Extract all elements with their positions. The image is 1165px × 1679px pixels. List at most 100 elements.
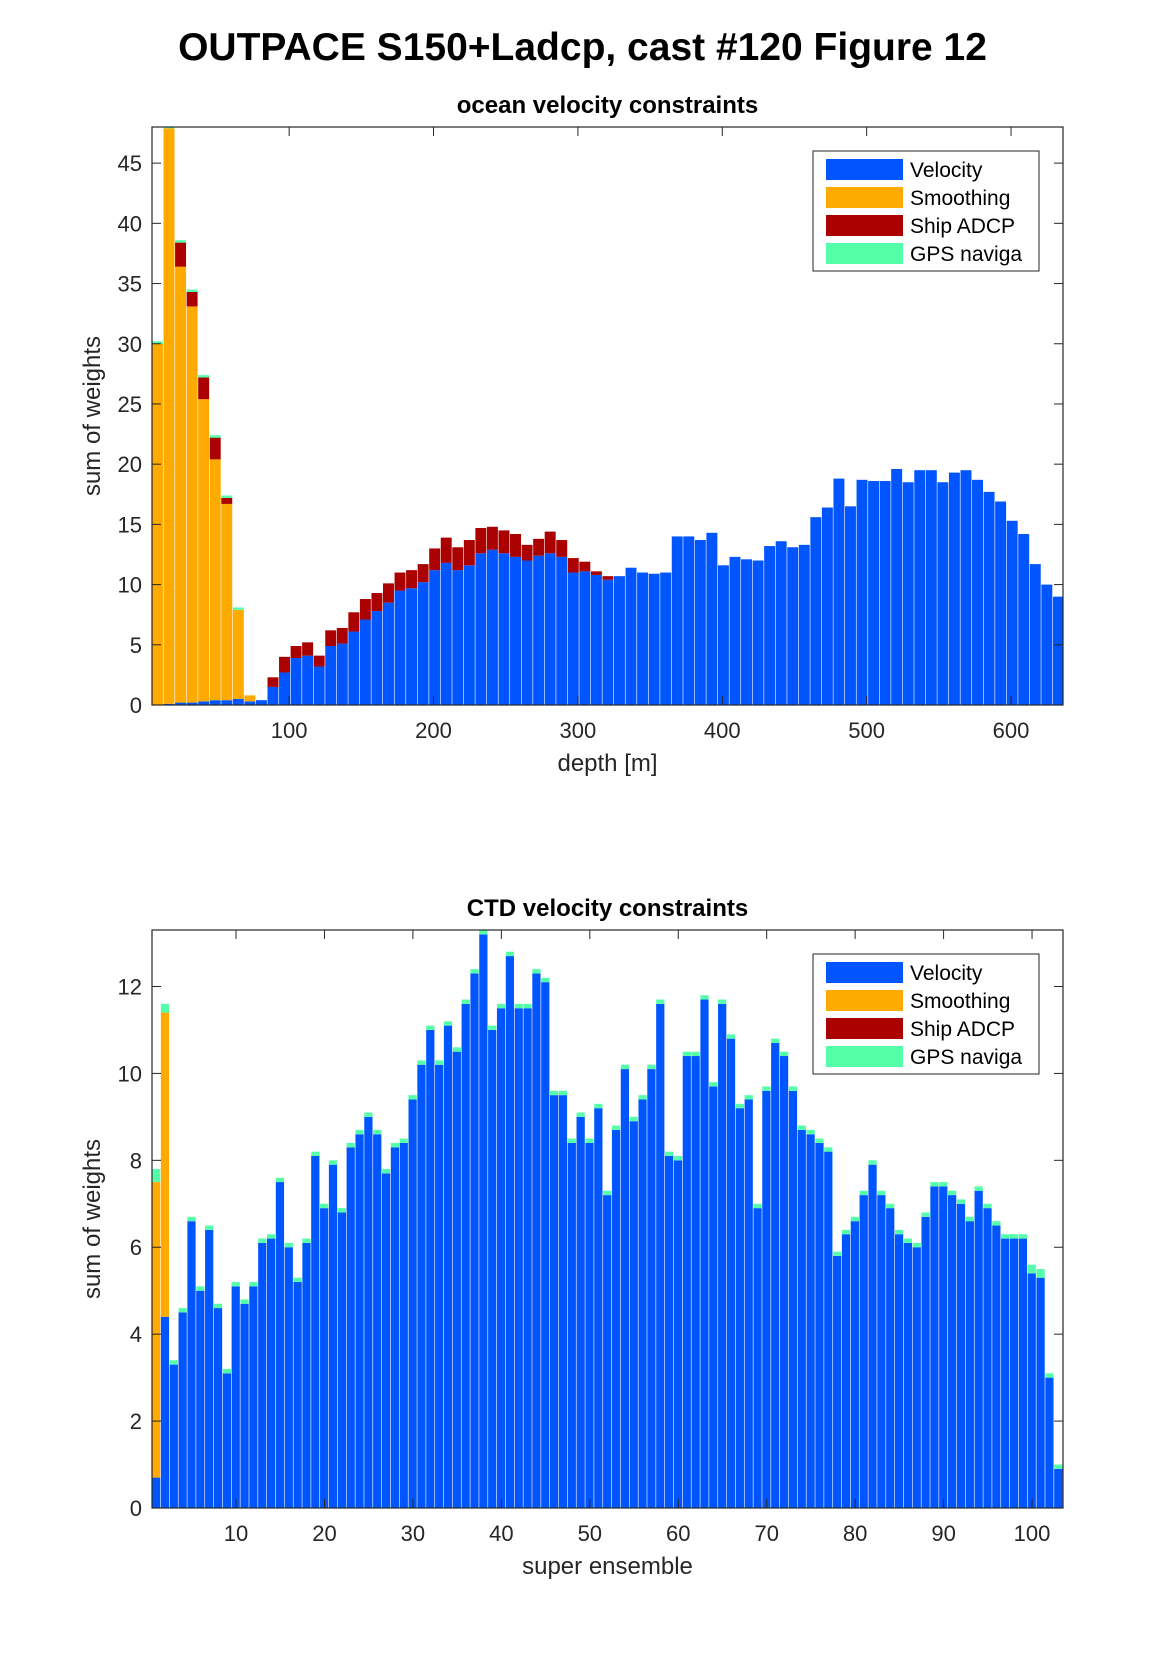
- legend-label-velocity: Velocity: [910, 962, 983, 985]
- bar-velocity-11: [267, 686, 279, 705]
- y-tick-label: 4: [130, 1322, 142, 1347]
- bar-velocity-14: [266, 1238, 276, 1508]
- bar-gps-naviga-1: [152, 341, 163, 344]
- y-tick-label: 10: [118, 1061, 142, 1086]
- bar-velocity-49: [576, 1116, 585, 1508]
- bar-gps-naviga-16: [284, 1242, 293, 1248]
- bar-gps-naviga-53: [611, 1125, 621, 1130]
- bar-ship-adcp-22: [394, 572, 406, 591]
- bars-group: [152, 930, 1063, 1508]
- bar-gps-naviga-79: [841, 1229, 851, 1235]
- legend-swatch-smoothing: [826, 990, 903, 1011]
- bar-velocity-80: [850, 1221, 859, 1508]
- bar-gps-naviga-77: [824, 1147, 833, 1152]
- bar-velocity-82: [868, 1164, 877, 1508]
- bar-gps-naviga-62: [691, 1051, 700, 1057]
- x-tick-label: 30: [401, 1521, 425, 1546]
- bar-velocity-47: [558, 1095, 568, 1508]
- bar-velocity-61: [845, 506, 856, 705]
- bar-velocity-11: [240, 1303, 249, 1508]
- bar-gps-naviga-84: [886, 1203, 895, 1209]
- bar-gps-naviga-49: [576, 1112, 585, 1117]
- bar-velocity-103: [1054, 1468, 1063, 1508]
- bar-velocity-38: [579, 571, 591, 705]
- bar-gps-naviga-82: [868, 1160, 877, 1165]
- legend-swatch-gps-naviga: [826, 243, 903, 264]
- bar-gps-naviga-34: [443, 1021, 453, 1026]
- bar-velocity-72: [972, 479, 983, 705]
- bar-gps-naviga-60: [673, 1155, 683, 1161]
- bar-velocity-25: [429, 570, 441, 705]
- bar-gps-naviga-25: [364, 1112, 373, 1117]
- legend-swatch-ship-adcp: [826, 1018, 903, 1039]
- legend-swatch-velocity: [826, 962, 903, 983]
- legend-label-gps-naviga: GPS naviga: [910, 243, 1022, 266]
- bar-velocity-44: [648, 573, 660, 705]
- bar-velocity-38: [479, 934, 488, 1508]
- bar-gps-naviga-101: [1036, 1268, 1045, 1278]
- bar-velocity-62: [856, 479, 868, 705]
- bar-ship-adcp-26: [440, 537, 452, 563]
- bar-gps-naviga-80: [850, 1216, 859, 1222]
- bar-velocity-66: [902, 482, 914, 705]
- x-tick-label: 600: [993, 718, 1030, 743]
- x-tick-label: 60: [666, 1521, 690, 1546]
- axes-frame: [151, 126, 1064, 706]
- legend-label-smoothing: Smoothing: [910, 187, 1010, 210]
- y-tick-label: 5: [130, 633, 142, 658]
- bar-gps-naviga-98: [1009, 1234, 1019, 1239]
- bar-smoothing-6: [209, 459, 221, 701]
- y-tick-label: 30: [118, 332, 142, 357]
- bar-velocity-46: [550, 1095, 559, 1508]
- bar-ship-adcp-33: [521, 544, 533, 561]
- bar-velocity-46: [671, 536, 683, 705]
- bar-velocity-74: [995, 501, 1007, 705]
- bar-velocity-61: [682, 1056, 691, 1508]
- bar-gps-naviga-72: [779, 1051, 789, 1057]
- bar-velocity-40: [602, 579, 614, 705]
- y-tick-label: 12: [118, 974, 142, 999]
- legend-swatch-gps-naviga: [826, 1046, 903, 1067]
- bar-ship-adcp-37: [567, 558, 579, 573]
- bar-gps-naviga-59: [664, 1151, 674, 1156]
- bar-gps-naviga-75: [806, 1129, 815, 1135]
- bar-gps-naviga-41: [505, 951, 515, 957]
- bar-gps-naviga-33: [435, 1060, 444, 1065]
- bar-ship-adcp-4: [186, 291, 198, 307]
- bar-gps-naviga-65: [718, 999, 727, 1004]
- y-tick-label: 35: [118, 272, 142, 297]
- y-axis-label: sum of weights: [79, 1139, 106, 1299]
- bar-velocity-16: [325, 646, 337, 705]
- bar-gps-naviga-19: [311, 1151, 320, 1156]
- bar-velocity-60: [673, 1160, 683, 1508]
- bar-ship-adcp-15: [313, 655, 325, 667]
- bar-velocity-22: [337, 1212, 346, 1508]
- bar-velocity-6: [209, 700, 221, 705]
- bar-velocity-68: [744, 1099, 753, 1508]
- bar-gps-naviga-89: [930, 1182, 939, 1187]
- bar-gps-naviga-55: [629, 1116, 638, 1122]
- bar-velocity-69: [753, 1208, 762, 1508]
- bar-velocity-23: [346, 1147, 355, 1508]
- bar-smoothing-4: [186, 306, 198, 703]
- bar-gps-naviga-5: [187, 1216, 196, 1222]
- bar-gps-naviga-45: [541, 977, 550, 983]
- bar-velocity-91: [948, 1195, 957, 1508]
- bar-gps-naviga-8: [232, 607, 244, 610]
- bar-gps-naviga-46: [550, 1090, 559, 1096]
- legend: Velocity Smoothing Ship ADCP GPS naviga: [812, 953, 1040, 1075]
- bar-gps-naviga-83: [877, 1190, 886, 1196]
- bar-velocity-8: [213, 1308, 223, 1508]
- bar-velocity-37: [567, 572, 579, 705]
- bar-velocity-18: [348, 631, 360, 705]
- bar-velocity-31: [498, 553, 510, 705]
- legend-label-gps-naviga: GPS naviga: [910, 1046, 1022, 1069]
- bar-gps-naviga-39: [488, 1025, 497, 1030]
- bar-ship-adcp-17: [336, 627, 348, 644]
- bar-gps-naviga-15: [275, 1177, 285, 1183]
- chart-title: ocean velocity constraints: [457, 92, 758, 119]
- bar-velocity-58: [656, 1003, 665, 1508]
- bar-velocity-23: [406, 588, 418, 705]
- bar-velocity-55: [629, 1121, 638, 1508]
